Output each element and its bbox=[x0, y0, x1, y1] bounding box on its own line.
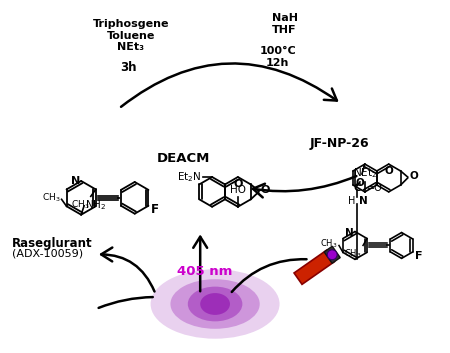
Text: N: N bbox=[345, 228, 354, 238]
FancyArrowPatch shape bbox=[101, 247, 154, 292]
Text: =O: =O bbox=[367, 183, 382, 193]
Ellipse shape bbox=[171, 279, 260, 329]
Text: O: O bbox=[356, 178, 364, 188]
Text: JF-NP-26: JF-NP-26 bbox=[309, 137, 369, 150]
Text: 100°C
12h: 100°C 12h bbox=[259, 46, 296, 68]
FancyArrowPatch shape bbox=[232, 259, 306, 292]
Text: NH$_2$: NH$_2$ bbox=[85, 198, 106, 212]
Text: HO: HO bbox=[230, 185, 246, 195]
Text: 405 nm: 405 nm bbox=[177, 265, 233, 278]
Text: CH$_3$: CH$_3$ bbox=[42, 191, 61, 204]
FancyArrowPatch shape bbox=[99, 297, 153, 308]
Text: H: H bbox=[347, 196, 355, 206]
FancyArrowPatch shape bbox=[253, 176, 356, 197]
Text: 3h: 3h bbox=[121, 61, 137, 74]
Text: O: O bbox=[233, 179, 243, 189]
FancyArrowPatch shape bbox=[121, 64, 337, 107]
Text: CH$_3$: CH$_3$ bbox=[345, 247, 362, 260]
Text: Raseglurant: Raseglurant bbox=[12, 237, 92, 250]
Ellipse shape bbox=[151, 269, 279, 339]
Text: O: O bbox=[384, 166, 393, 176]
FancyArrowPatch shape bbox=[193, 237, 207, 291]
Text: N: N bbox=[359, 196, 368, 206]
Text: C: C bbox=[353, 183, 361, 193]
Text: F: F bbox=[150, 203, 158, 216]
Circle shape bbox=[327, 250, 337, 260]
Text: Triphosgene
Toluene
NEt₃: Triphosgene Toluene NEt₃ bbox=[93, 19, 169, 53]
Text: CH$_3$: CH$_3$ bbox=[320, 237, 338, 250]
Polygon shape bbox=[324, 246, 340, 263]
Text: N: N bbox=[71, 176, 80, 186]
Text: NaH
THF: NaH THF bbox=[271, 13, 297, 35]
Text: DEACM: DEACM bbox=[157, 152, 210, 165]
Text: O: O bbox=[261, 185, 270, 195]
Text: CH$_3$: CH$_3$ bbox=[71, 198, 90, 211]
Text: O: O bbox=[410, 171, 418, 181]
Ellipse shape bbox=[188, 287, 243, 321]
Text: F: F bbox=[415, 251, 422, 261]
Text: NEt$_2$: NEt$_2$ bbox=[353, 166, 377, 180]
Ellipse shape bbox=[200, 293, 230, 315]
Polygon shape bbox=[294, 250, 334, 285]
Text: Et$_2$N: Et$_2$N bbox=[177, 170, 201, 184]
Text: (ADX-10059): (ADX-10059) bbox=[12, 249, 83, 258]
